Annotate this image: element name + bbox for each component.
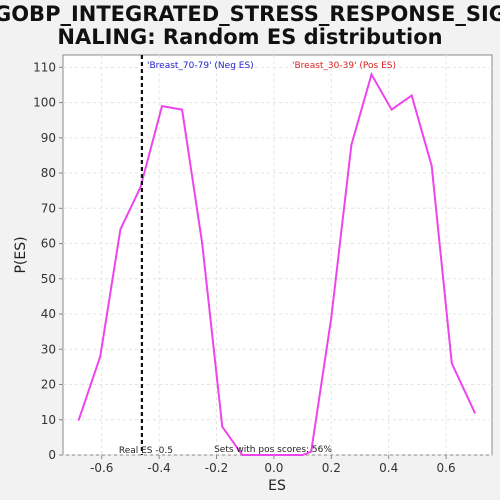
- y-tick-label: 10: [41, 413, 56, 427]
- data-point: [370, 73, 373, 76]
- data-points: [77, 73, 476, 456]
- x-tick-label: -0.4: [147, 461, 170, 475]
- y-tick-label: 100: [33, 96, 56, 110]
- data-point: [281, 454, 284, 456]
- x-tick-label: -0.6: [90, 461, 113, 475]
- x-tick-label: -0.2: [205, 461, 228, 475]
- data-point: [310, 450, 313, 453]
- y-tick-label: 30: [41, 342, 56, 356]
- data-point: [119, 228, 122, 231]
- data-point: [350, 143, 353, 146]
- y-tick-label: 20: [41, 378, 56, 392]
- x-tick-label: 0.4: [379, 461, 398, 475]
- data-point: [241, 454, 244, 456]
- data-point: [221, 425, 224, 428]
- x-axis-label: ES: [268, 478, 286, 494]
- neg-es-annotation: 'Breast_70-79' (Neg ES): [147, 61, 254, 71]
- pos-scores-annotation: Sets with pos scores: 56%: [214, 445, 332, 455]
- grid: [63, 55, 492, 456]
- x-tick-label: 0.2: [322, 461, 341, 475]
- plot-area: [62, 54, 493, 456]
- data-point: [430, 165, 433, 168]
- data-point: [139, 186, 142, 189]
- axis-ticks: -0.6 -0.4 -0.2 0.0 0.2 0.4 0.6 0 10 20 30 40 50 60 70 8…: [33, 60, 456, 475]
- data-point: [99, 355, 102, 358]
- y-axis-label: P(ES): [13, 236, 29, 273]
- x-tick-label: 0.6: [437, 461, 456, 475]
- y-tick-label: 50: [41, 272, 56, 286]
- data-point: [201, 242, 204, 245]
- y-tick-label: 40: [41, 307, 56, 321]
- data-point: [77, 418, 80, 421]
- data-point: [161, 105, 163, 108]
- pos-es-annotation: 'Breast_30-39' (Pos ES): [292, 61, 396, 71]
- chart-title-line1: GOBP_INTEGRATED_STRESS_RESPONSE_SIG: [0, 2, 500, 26]
- data-point: [450, 362, 453, 365]
- data-point: [261, 454, 264, 456]
- data-point: [473, 411, 476, 414]
- data-point: [390, 108, 393, 111]
- x-tick-label: 0.0: [264, 461, 283, 475]
- data-point: [301, 454, 304, 456]
- chart-title-line2: NALING: Random ES distribution: [57, 25, 442, 49]
- data-point: [330, 316, 333, 319]
- data-point: [410, 94, 413, 97]
- y-tick-label: 0: [48, 448, 56, 462]
- y-tick-label: 80: [41, 166, 56, 180]
- y-tick-label: 90: [41, 131, 56, 145]
- data-point: [181, 108, 184, 111]
- y-tick-label: 60: [41, 237, 56, 251]
- y-tick-label: 110: [33, 60, 56, 74]
- y-tick-label: 70: [41, 201, 56, 215]
- real-es-label: Real ES -0.5: [119, 446, 173, 456]
